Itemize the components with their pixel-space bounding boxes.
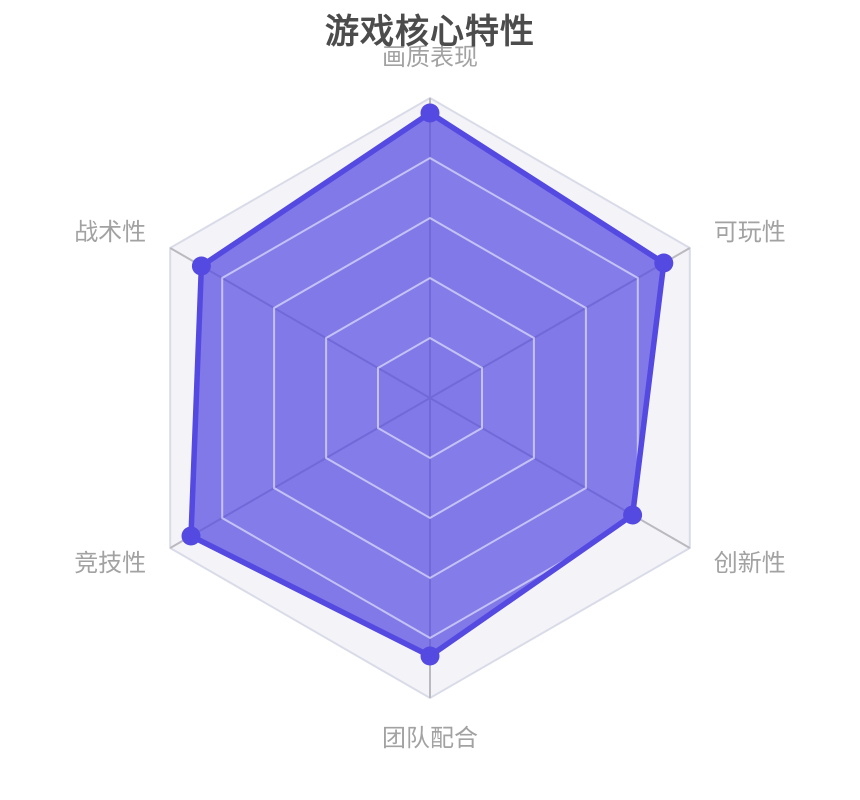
axis-label-1: 可玩性	[714, 219, 786, 246]
axis-label-3: 团队配合	[382, 725, 478, 752]
data-point-3[interactable]	[420, 646, 440, 666]
data-point-1[interactable]	[654, 253, 674, 273]
grid-ring-highlight-4	[221, 156, 639, 640]
axis-label-4: 竞技性	[74, 550, 146, 577]
axis-label-2: 创新性	[714, 550, 786, 577]
grid-ring-highlight-1	[377, 336, 483, 460]
data-point-0[interactable]	[420, 103, 440, 123]
data-point-5[interactable]	[191, 256, 211, 276]
data-point-4[interactable]	[181, 526, 201, 546]
axis-label-0: 画质表现	[382, 44, 478, 71]
axis-label-5: 战术性	[74, 219, 146, 246]
data-point-2[interactable]	[623, 505, 643, 525]
data-area	[191, 113, 664, 656]
grid-ring-highlight-3	[273, 216, 587, 580]
grid-ring-highlight-2	[325, 276, 535, 520]
